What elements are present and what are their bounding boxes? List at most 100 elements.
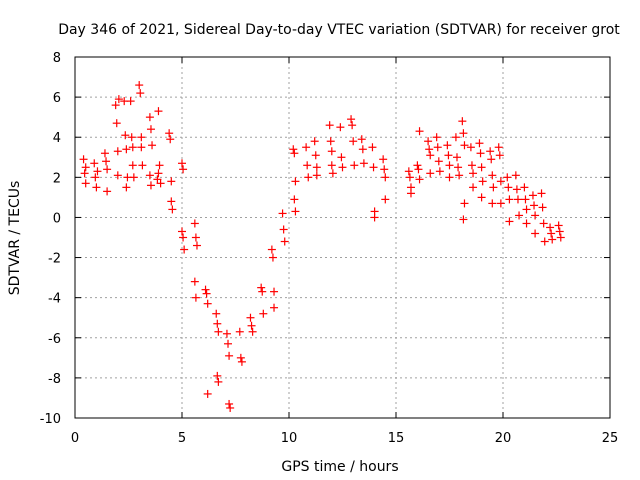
data-point (512, 185, 521, 194)
data-point (538, 203, 547, 212)
data-point (451, 133, 460, 142)
data-point (138, 161, 147, 170)
data-point (547, 229, 556, 238)
plot-frame (74, 56, 611, 419)
data-point (203, 299, 212, 308)
data-point (225, 351, 234, 360)
data-point (202, 289, 211, 298)
data-point (520, 183, 529, 192)
data-point (443, 141, 452, 150)
y-tick-label: -6 (48, 332, 61, 347)
data-point (90, 159, 99, 168)
data-point (328, 169, 337, 178)
data-point (452, 153, 461, 162)
data-point (92, 183, 101, 192)
data-point (247, 321, 256, 330)
data-point (368, 143, 377, 152)
data-point (156, 179, 165, 188)
data-point (460, 141, 469, 150)
data-point (112, 119, 121, 128)
axis-ticks: 0 5 10 15 20 25 -10 -8 -6 -4 -2 0 2 4 6 8 (40, 51, 619, 446)
data-point (327, 147, 336, 156)
data-point (191, 233, 200, 242)
data-point (359, 159, 368, 168)
y-axis-label: SDTVAR / TECUs (7, 181, 23, 296)
data-point (445, 161, 454, 170)
data-point (336, 123, 345, 132)
data-point (154, 107, 163, 116)
data-point (369, 163, 378, 172)
data-point (192, 241, 201, 250)
data-point (102, 157, 111, 166)
data-point (325, 121, 334, 130)
data-point (113, 147, 122, 156)
data-point (311, 151, 320, 160)
data-point (79, 155, 88, 164)
data-point (291, 177, 300, 186)
data-point (528, 191, 537, 200)
y-tick-label: 8 (53, 51, 61, 66)
data-point (503, 173, 512, 182)
x-axis-label: GPS time / hours (281, 459, 398, 475)
data-point (137, 143, 146, 152)
data-point (224, 339, 233, 348)
data-point (127, 133, 136, 142)
data-point (145, 171, 154, 180)
y-tick-label: 0 (53, 211, 61, 226)
data-point (114, 95, 123, 104)
data-point (413, 161, 422, 170)
data-point (165, 129, 174, 138)
data-point (435, 167, 444, 176)
data-point (415, 175, 424, 184)
data-point (426, 169, 435, 178)
data-point (304, 173, 313, 182)
data-point (494, 143, 503, 152)
data-point (347, 115, 356, 124)
data-point (379, 155, 388, 164)
data-point (226, 403, 235, 412)
data-point (357, 135, 366, 144)
data-point (303, 161, 312, 170)
data-point (212, 309, 221, 318)
data-point (81, 163, 90, 172)
data-point (432, 133, 441, 142)
data-point (459, 215, 468, 224)
data-point (350, 161, 359, 170)
data-point (337, 153, 346, 162)
data-point (546, 223, 555, 232)
data-point (405, 173, 414, 182)
y-tick-label: 6 (53, 91, 61, 106)
data-point (278, 209, 287, 218)
data-point (290, 149, 299, 158)
x-tick-label: 20 (495, 431, 512, 446)
data-point (478, 177, 487, 186)
data-point (145, 113, 154, 122)
data-point (454, 163, 463, 172)
x-tick-label: 0 (71, 431, 79, 446)
data-point (213, 319, 222, 328)
data-point (358, 145, 367, 154)
data-point (496, 199, 505, 208)
data-point (312, 163, 321, 172)
data-point (302, 143, 311, 152)
data-point (225, 399, 234, 408)
data-point (458, 117, 467, 126)
data-point (137, 133, 146, 142)
data-point (522, 205, 531, 214)
data-point (93, 167, 102, 176)
data-point (268, 253, 277, 262)
data-point (121, 131, 130, 140)
x-tick-label: 10 (281, 431, 298, 446)
data-points (79, 81, 565, 412)
data-point (495, 151, 504, 160)
data-point (531, 211, 540, 220)
data-point (180, 245, 189, 254)
data-point (475, 139, 484, 148)
data-point (370, 213, 379, 222)
data-point (191, 293, 200, 302)
data-point (259, 309, 268, 318)
data-point (248, 327, 257, 336)
data-point (327, 161, 336, 170)
data-point (469, 183, 478, 192)
data-point (312, 171, 321, 180)
